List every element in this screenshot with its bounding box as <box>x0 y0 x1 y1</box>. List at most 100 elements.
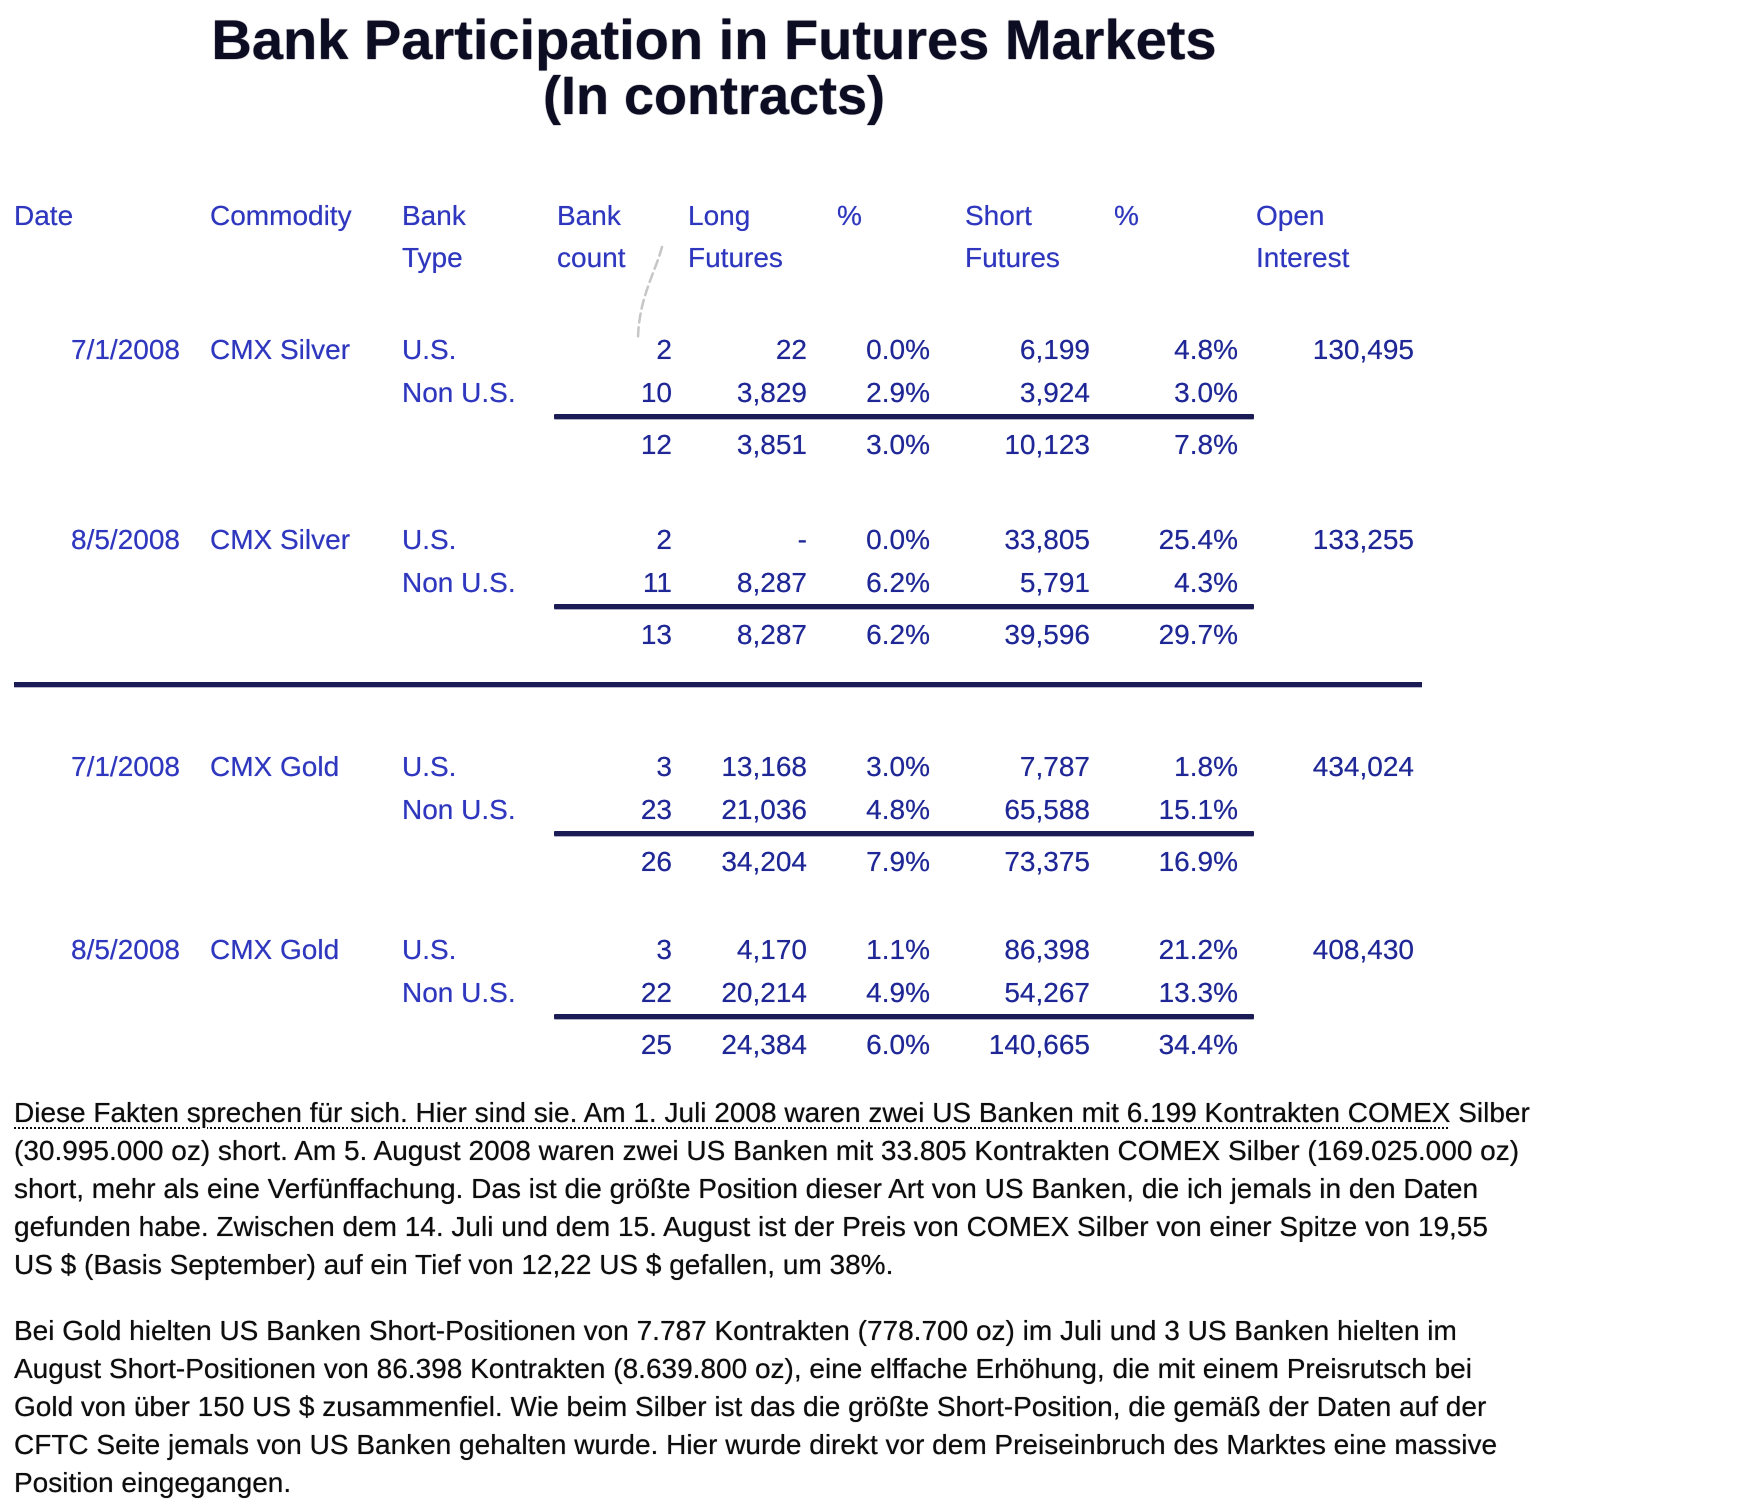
table-row: 8/5/2008 CMX Gold U.S. 3 4,170 1.1% 86,3… <box>14 928 1759 971</box>
header-open-interest-1: Open <box>1256 200 1325 231</box>
long-pct-cell: 3.0% <box>866 751 930 782</box>
total-short-pct: 29.7% <box>1158 619 1238 650</box>
total-long-futures: 34,204 <box>721 846 807 877</box>
sum-rule <box>554 604 1254 609</box>
total-short-futures: 140,665 <box>988 1029 1090 1060</box>
header-pct-long: % <box>837 200 862 231</box>
total-short-futures: 73,375 <box>1004 846 1090 877</box>
short-futures-cell: 3,924 <box>1019 377 1090 408</box>
header-short-futures-2: Futures <box>965 242 1060 273</box>
bank-participation-table: Date Commodity Bank Bank Long % Short % … <box>14 195 1759 1066</box>
header-bank-count-2: count <box>557 242 626 273</box>
document-title-block: Bank Participation in Futures Markets (I… <box>14 12 1414 125</box>
short-pct-cell: 1.8% <box>1174 751 1238 782</box>
open-interest-cell: 130,495 <box>1312 334 1414 365</box>
header-long-futures-1: Long <box>688 200 751 231</box>
short-futures-cell: 86,398 <box>1004 934 1090 965</box>
header-pct-short: % <box>1114 200 1139 231</box>
total-long-pct: 7.9% <box>866 846 930 877</box>
section-divider <box>14 682 1422 687</box>
header-bank-type-2: Type <box>402 242 463 273</box>
total-bank-count: 12 <box>640 429 672 460</box>
bank-type-cell: U.S. <box>402 751 457 782</box>
header-short-futures-1: Short <box>965 200 1032 231</box>
total-long-pct: 3.0% <box>866 429 930 460</box>
open-interest-cell: 133,255 <box>1312 524 1414 555</box>
bank-count-cell: 2 <box>656 524 672 555</box>
short-futures-cell: 7,787 <box>1019 751 1090 782</box>
total-long-futures: 3,851 <box>736 429 807 460</box>
open-interest-cell: 434,024 <box>1312 751 1414 782</box>
bank-count-cell: 2 <box>656 334 672 365</box>
paragraph-silver-commentary: Diese Fakten sprechen für sich. Hier sin… <box>14 1094 1534 1284</box>
header-long-futures-2: Futures <box>688 242 783 273</box>
long-futures-cell: 13,168 <box>721 751 807 782</box>
long-pct-cell: 2.9% <box>866 377 930 408</box>
long-pct-cell: 4.9% <box>866 977 930 1008</box>
table-block-silver-august: 8/5/2008 CMX Silver U.S. 2 - 0.0% 33,805… <box>14 518 1759 656</box>
long-pct-cell: 4.8% <box>866 794 930 825</box>
header-date: Date <box>14 200 74 231</box>
commodity-cell: CMX Gold <box>210 934 340 965</box>
table-row: 7/1/2008 CMX Gold U.S. 3 13,168 3.0% 7,7… <box>14 745 1759 788</box>
short-pct-cell: 15.1% <box>1158 794 1238 825</box>
total-bank-count: 13 <box>640 619 672 650</box>
short-futures-cell: 5,791 <box>1019 567 1090 598</box>
short-pct-cell: 13.3% <box>1158 977 1238 1008</box>
date-cell: 8/5/2008 <box>71 524 180 555</box>
table-header-row-1: Date Commodity Bank Bank Long % Short % … <box>14 195 1759 237</box>
sum-rule <box>554 414 1254 419</box>
commodity-cell: CMX Gold <box>210 751 340 782</box>
long-futures-cell: 21,036 <box>721 794 807 825</box>
short-pct-cell: 3.0% <box>1174 377 1238 408</box>
short-pct-cell: 4.8% <box>1174 334 1238 365</box>
short-futures-cell: 33,805 <box>1004 524 1090 555</box>
header-bank-type-1: Bank <box>402 200 466 231</box>
paragraph-gold-commentary: Bei Gold hielten US Banken Short-Positio… <box>14 1315 1498 1498</box>
long-futures-cell: 8,287 <box>736 567 807 598</box>
bank-count-cell: 3 <box>656 934 672 965</box>
bank-type-cell: Non U.S. <box>402 977 516 1008</box>
long-pct-cell: 1.1% <box>866 934 930 965</box>
total-bank-count: 25 <box>640 1029 672 1060</box>
total-row: 25 24,384 6.0% 140,665 34.4% <box>14 1023 1759 1066</box>
table-row: Non U.S. 22 20,214 4.9% 54,267 13.3% <box>14 971 1759 1014</box>
table-row: Non U.S. 23 21,036 4.8% 65,588 15.1% <box>14 788 1759 831</box>
long-pct-cell: 0.0% <box>866 524 930 555</box>
total-long-futures: 24,384 <box>721 1029 807 1060</box>
short-futures-cell: 65,588 <box>1004 794 1090 825</box>
commodity-cell: CMX Silver <box>210 524 351 555</box>
short-futures-cell: 54,267 <box>1004 977 1090 1008</box>
header-commodity: Commodity <box>210 200 352 231</box>
table-header: Date Commodity Bank Bank Long % Short % … <box>14 195 1759 279</box>
long-futures-cell: 20,214 <box>721 977 807 1008</box>
total-row: 12 3,851 3.0% 10,123 7.8% <box>14 423 1759 466</box>
total-long-pct: 6.2% <box>866 619 930 650</box>
date-cell: 7/1/2008 <box>71 751 180 782</box>
table-block-silver-july: 7/1/2008 CMX Silver U.S. 2 22 0.0% 6,199… <box>14 328 1759 466</box>
short-pct-cell: 4.3% <box>1174 567 1238 598</box>
header-bank-count-1: Bank <box>557 200 621 231</box>
long-futures-cell: 4,170 <box>736 934 807 965</box>
long-futures-cell: 3,829 <box>736 377 807 408</box>
table-block-gold-august: 8/5/2008 CMX Gold U.S. 3 4,170 1.1% 86,3… <box>14 928 1759 1066</box>
bank-type-cell: U.S. <box>402 524 457 555</box>
total-row: 26 34,204 7.9% 73,375 16.9% <box>14 840 1759 883</box>
total-short-pct: 16.9% <box>1158 846 1238 877</box>
bank-type-cell: U.S. <box>402 934 457 965</box>
paragraph-silver-rest: Silber (30.995.000 oz) short. Am 5. Augu… <box>14 1097 1530 1280</box>
bank-type-cell: Non U.S. <box>402 794 516 825</box>
table-row: 8/5/2008 CMX Silver U.S. 2 - 0.0% 33,805… <box>14 518 1759 561</box>
bank-count-cell: 22 <box>640 977 672 1008</box>
bank-count-cell: 11 <box>642 567 672 598</box>
total-long-futures: 8,287 <box>736 619 807 650</box>
long-futures-cell: - <box>797 524 807 555</box>
underlined-lead-sentence: Diese Fakten sprechen für sich. Hier sin… <box>14 1097 1451 1128</box>
total-long-pct: 6.0% <box>866 1029 930 1060</box>
sum-rule <box>554 831 1254 836</box>
table-row: Non U.S. 10 3,829 2.9% 3,924 3.0% <box>14 371 1759 414</box>
date-cell: 7/1/2008 <box>71 334 180 365</box>
total-bank-count: 26 <box>640 846 672 877</box>
bank-type-cell: U.S. <box>402 334 457 365</box>
